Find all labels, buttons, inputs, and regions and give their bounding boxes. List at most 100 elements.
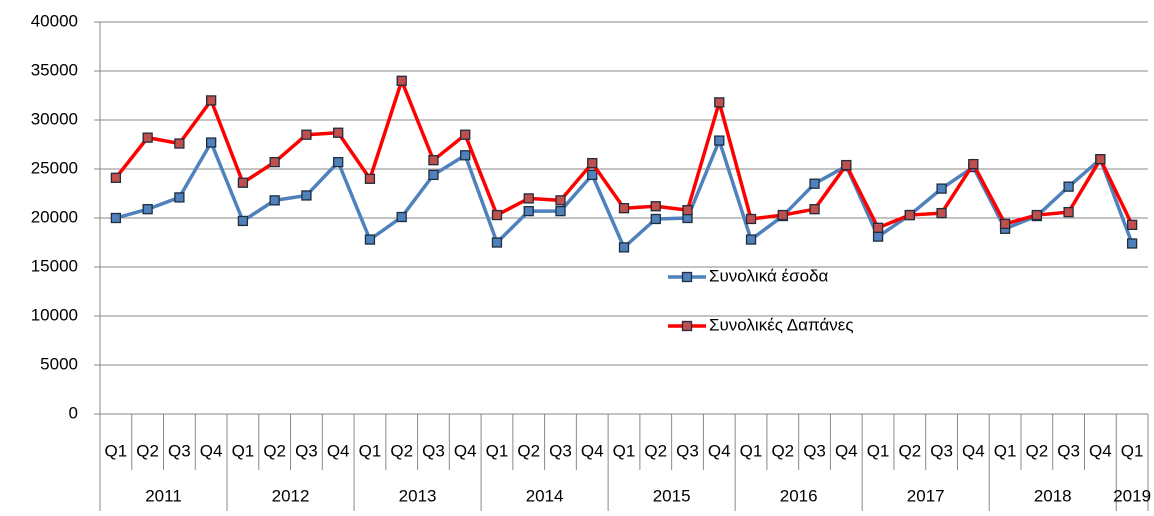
group-label: 2013 bbox=[399, 486, 437, 505]
x-tick-label: Q4 bbox=[962, 441, 985, 460]
point-marker bbox=[872, 222, 884, 233]
x-tick-label: Q4 bbox=[708, 441, 731, 460]
x-tick-label: Q2 bbox=[771, 441, 794, 460]
point-marker bbox=[174, 138, 185, 149]
group-label: 2015 bbox=[653, 486, 691, 505]
y-tick-label: 20000 bbox=[31, 207, 78, 226]
point-marker bbox=[301, 129, 312, 140]
point-marker bbox=[269, 156, 280, 168]
group-label: 2018 bbox=[1034, 486, 1072, 505]
group-label: 2017 bbox=[907, 486, 945, 505]
point-marker bbox=[333, 156, 344, 168]
x-tick-label: Q2 bbox=[644, 441, 667, 460]
y-tick-label: 30000 bbox=[31, 109, 78, 128]
point-marker bbox=[936, 207, 947, 219]
point-marker bbox=[1126, 219, 1138, 231]
x-tick-label: Q4 bbox=[200, 441, 223, 460]
point-marker bbox=[110, 212, 122, 224]
group-label: 2014 bbox=[526, 486, 564, 505]
x-tick-label: Q1 bbox=[740, 441, 763, 460]
point-marker bbox=[491, 209, 503, 221]
y-tick-label: 25000 bbox=[31, 158, 78, 177]
point-marker bbox=[555, 195, 566, 206]
point-marker bbox=[364, 173, 376, 184]
x-tick-label: Q1 bbox=[486, 441, 509, 460]
x-tick-label: Q3 bbox=[168, 441, 191, 460]
point-marker bbox=[333, 127, 344, 138]
point-marker bbox=[714, 135, 725, 146]
x-tick-label: Q2 bbox=[390, 441, 413, 460]
x-tick-label: Q1 bbox=[994, 441, 1017, 460]
x-tick-label: Q4 bbox=[581, 441, 604, 460]
point-marker bbox=[206, 137, 217, 148]
point-marker bbox=[745, 213, 757, 225]
x-tick-label: Q1 bbox=[1121, 441, 1144, 460]
legend-marker bbox=[681, 271, 693, 283]
point-marker bbox=[587, 157, 598, 169]
x-tick-label: Q1 bbox=[867, 441, 890, 460]
y-tick-label: 35000 bbox=[31, 60, 78, 79]
x-tick-label: Q1 bbox=[105, 441, 128, 460]
x-tick-label: Q4 bbox=[835, 441, 858, 460]
point-marker bbox=[523, 205, 534, 217]
point-marker bbox=[428, 155, 439, 166]
point-marker bbox=[1126, 238, 1138, 249]
group-label: 2016 bbox=[780, 486, 818, 505]
point-marker bbox=[777, 209, 788, 221]
x-tick-label: Q2 bbox=[1026, 441, 1049, 460]
x-tick-label: Q4 bbox=[327, 441, 350, 460]
group-label: 2011 bbox=[145, 486, 182, 505]
x-tick-label: Q2 bbox=[517, 441, 540, 460]
x-tick-label: Q2 bbox=[136, 441, 159, 460]
point-marker bbox=[1095, 154, 1106, 165]
x-tick-label: Q2 bbox=[898, 441, 921, 460]
point-marker bbox=[174, 192, 185, 203]
point-marker bbox=[364, 234, 376, 245]
x-tick-label: Q3 bbox=[676, 441, 699, 460]
point-marker bbox=[460, 150, 471, 161]
point-marker bbox=[237, 215, 249, 227]
x-tick-label: Q3 bbox=[803, 441, 826, 460]
y-tick-label: 15000 bbox=[31, 256, 78, 275]
point-marker bbox=[714, 97, 725, 108]
x-tick-label: Q1 bbox=[359, 441, 382, 460]
point-marker bbox=[110, 172, 122, 183]
point-marker bbox=[809, 178, 820, 189]
point-marker bbox=[745, 234, 757, 245]
point-marker bbox=[269, 195, 280, 206]
point-marker bbox=[142, 132, 153, 143]
point-marker bbox=[491, 237, 503, 248]
y-tick-label: 40000 bbox=[31, 11, 78, 30]
point-marker bbox=[1063, 206, 1074, 218]
point-marker bbox=[396, 75, 407, 86]
point-marker bbox=[428, 169, 439, 181]
point-marker bbox=[142, 204, 153, 215]
point-marker bbox=[682, 205, 693, 216]
x-tick-label: Q3 bbox=[930, 441, 953, 460]
point-marker bbox=[904, 209, 915, 221]
x-tick-label: Q3 bbox=[549, 441, 572, 460]
x-tick-label: Q2 bbox=[263, 441, 286, 460]
point-marker bbox=[206, 95, 217, 106]
x-tick-label: Q3 bbox=[1057, 441, 1080, 460]
point-marker bbox=[841, 159, 852, 171]
point-marker bbox=[1031, 209, 1042, 221]
point-marker bbox=[650, 213, 661, 225]
legend-label: Συνολικές Δαπάνες bbox=[709, 315, 854, 334]
x-tick-label: Q3 bbox=[422, 441, 445, 460]
point-marker bbox=[1063, 181, 1074, 192]
legend-label: Συνολικά έσοδα bbox=[709, 266, 829, 285]
point-marker bbox=[523, 193, 534, 204]
point-marker bbox=[999, 218, 1011, 230]
point-marker bbox=[618, 242, 630, 253]
point-marker bbox=[460, 129, 471, 140]
point-marker bbox=[618, 203, 630, 214]
point-marker bbox=[587, 169, 598, 181]
point-marker bbox=[809, 204, 820, 215]
y-tick-label: 0 bbox=[69, 403, 78, 422]
point-marker bbox=[968, 158, 979, 170]
point-marker bbox=[872, 231, 884, 242]
point-marker bbox=[936, 183, 947, 194]
point-marker bbox=[396, 211, 407, 223]
